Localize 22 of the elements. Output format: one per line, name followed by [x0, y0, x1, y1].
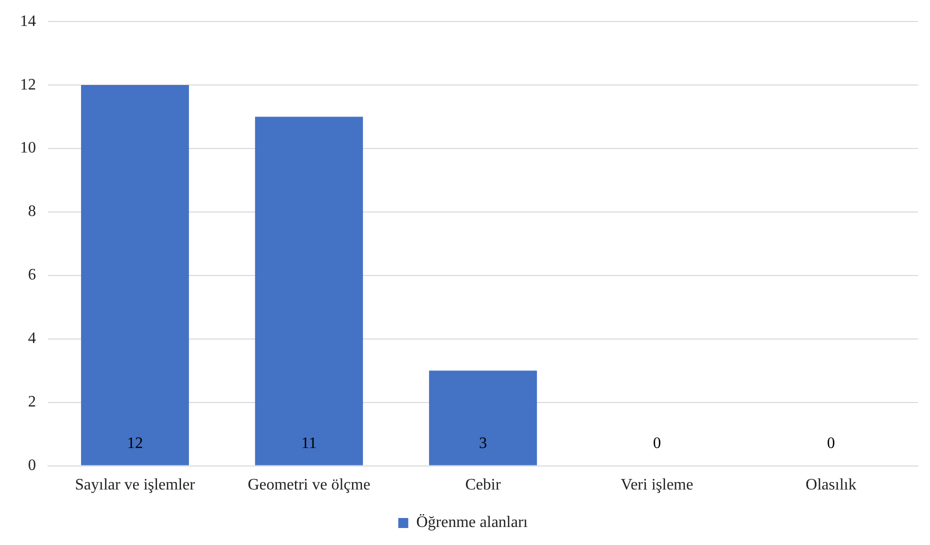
data-label: 12 — [127, 435, 143, 452]
y-tick-label: 2 — [28, 394, 36, 411]
y-tick-label: 4 — [28, 330, 36, 348]
bar — [81, 85, 189, 466]
x-tick-label: Cebir — [465, 476, 502, 494]
y-tick-label: 10 — [20, 140, 36, 157]
x-tick-label: Sayılar ve işlemler — [75, 476, 196, 494]
y-tick-label: 12 — [20, 76, 36, 94]
y-tick-label: 6 — [28, 266, 36, 284]
data-label: 0 — [827, 435, 835, 452]
data-label: 0 — [653, 435, 661, 452]
y-tick-label: 0 — [28, 457, 36, 474]
bar — [429, 370, 537, 466]
x-tick-label: Geometri ve ölçme — [248, 476, 370, 494]
y-tick-label: 8 — [28, 203, 36, 220]
data-label: 3 — [479, 435, 487, 452]
y-tick-label: 14 — [20, 12, 36, 30]
legend-label: Öğrenme alanları — [416, 514, 528, 532]
bar — [255, 116, 363, 466]
x-tick-label: Olasılık — [806, 476, 856, 494]
x-tick-label: Veri işleme — [620, 476, 694, 494]
data-label: 11 — [301, 435, 317, 452]
